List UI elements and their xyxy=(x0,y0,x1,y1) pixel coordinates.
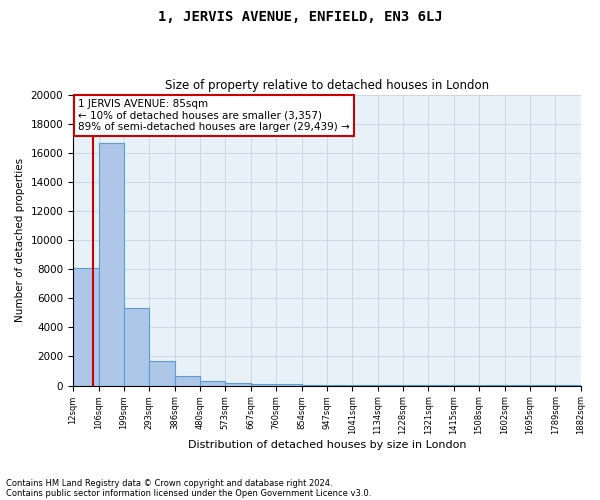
Bar xyxy=(124,308,149,386)
Text: Contains HM Land Registry data © Crown copyright and database right 2024.: Contains HM Land Registry data © Crown c… xyxy=(6,478,332,488)
Bar xyxy=(302,384,327,386)
Bar xyxy=(225,383,251,386)
Bar xyxy=(251,384,276,386)
Bar xyxy=(175,376,200,386)
Bar xyxy=(327,384,352,386)
Bar xyxy=(98,142,124,386)
Bar xyxy=(276,384,302,386)
Text: 1 JERVIS AVENUE: 85sqm
← 10% of detached houses are smaller (3,357)
89% of semi-: 1 JERVIS AVENUE: 85sqm ← 10% of detached… xyxy=(78,99,350,132)
Bar xyxy=(73,268,98,386)
Y-axis label: Number of detached properties: Number of detached properties xyxy=(15,158,25,322)
Bar xyxy=(377,385,403,386)
Bar xyxy=(352,385,377,386)
Text: 1, JERVIS AVENUE, ENFIELD, EN3 6LJ: 1, JERVIS AVENUE, ENFIELD, EN3 6LJ xyxy=(158,10,442,24)
Text: Contains public sector information licensed under the Open Government Licence v3: Contains public sector information licen… xyxy=(6,488,371,498)
Bar xyxy=(403,385,428,386)
Bar xyxy=(200,381,225,386)
Title: Size of property relative to detached houses in London: Size of property relative to detached ho… xyxy=(165,79,489,92)
X-axis label: Distribution of detached houses by size in London: Distribution of detached houses by size … xyxy=(188,440,466,450)
Bar xyxy=(149,361,175,386)
